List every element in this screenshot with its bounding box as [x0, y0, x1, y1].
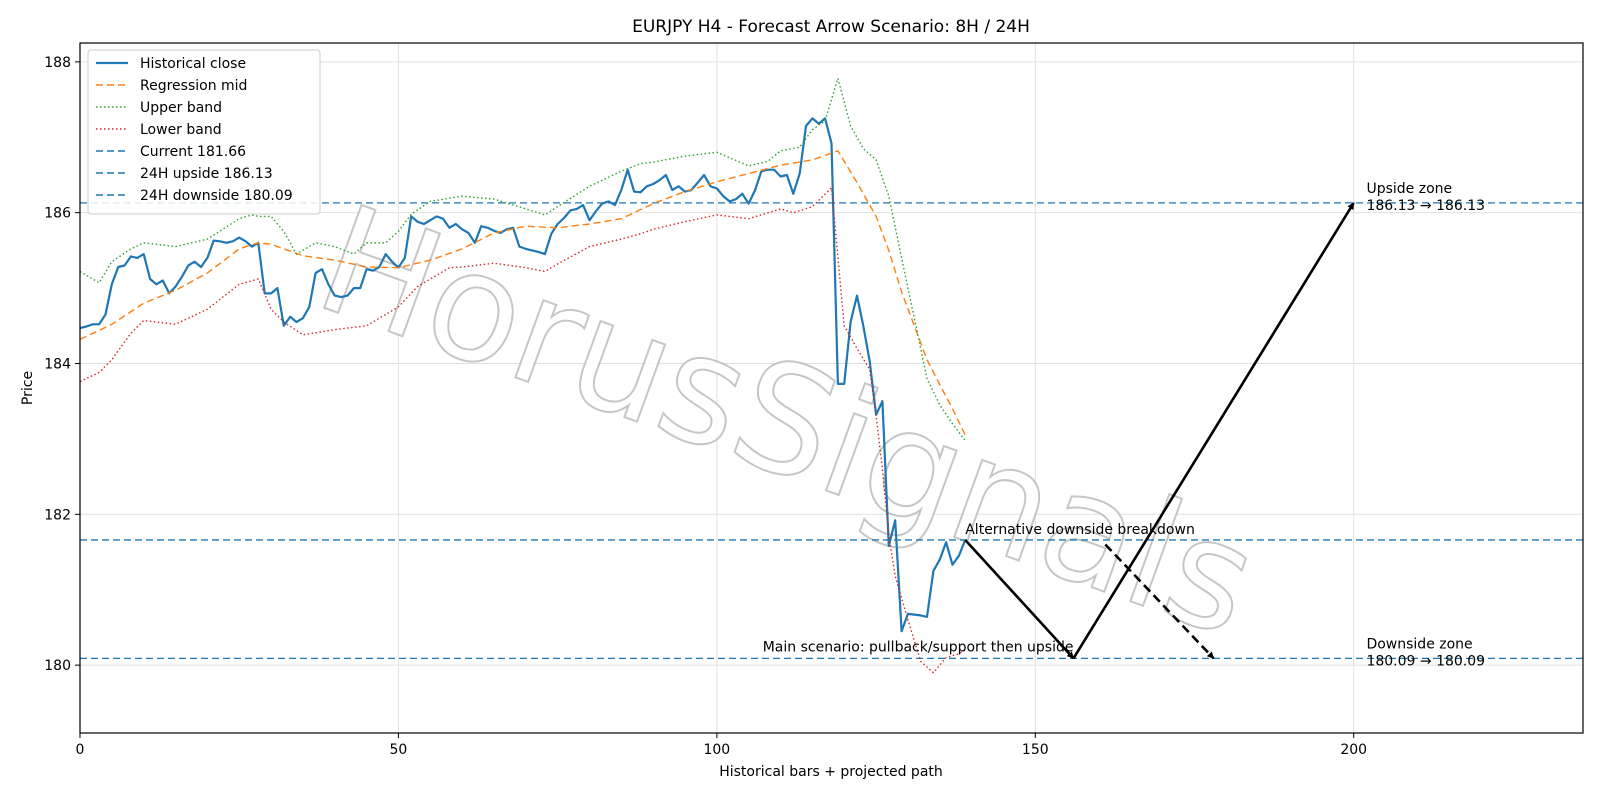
forecast-arrows	[964, 202, 1355, 660]
arrow-alternative-breakdown	[1104, 543, 1215, 660]
plot-frame	[79, 42, 1584, 734]
legend-label: Upper band	[140, 100, 222, 116]
downside-zone-range: 180.09 → 180.09	[1366, 653, 1485, 669]
upside-zone-title: Upside zone	[1366, 181, 1452, 197]
watermark: HorusSignals	[298, 173, 1277, 671]
y-axis-ticks: 180 182 184 186 188	[44, 55, 80, 674]
legend-label: Lower band	[140, 122, 222, 138]
legend-label: 24H upside 186.13	[140, 166, 273, 182]
chart-title: EURJPY H4 - Forecast Arrow Scenario: 8H …	[632, 17, 1030, 37]
x-tick-label: 50	[390, 742, 408, 758]
y-tick-label: 182	[44, 507, 71, 523]
legend-label: 24H downside 180.09	[140, 188, 293, 204]
series-line	[80, 150, 966, 436]
legend-box	[87, 49, 321, 215]
arrow-main-pullback	[964, 539, 1075, 660]
y-tick-label: 188	[44, 55, 71, 71]
x-tick-label: 150	[1022, 742, 1049, 758]
x-axis-label: Historical bars + projected path	[719, 764, 943, 780]
legend-label: Regression mid	[140, 78, 247, 94]
series-lines	[80, 77, 967, 674]
upside-zone-range: 186.13 → 186.13	[1366, 198, 1485, 214]
legend-label: Historical close	[140, 56, 246, 72]
legend: Historical close Regression mid Upper band…	[87, 49, 321, 215]
legend-label: Current 181.66	[140, 144, 246, 160]
x-tick-label: 200	[1340, 742, 1367, 758]
y-axis-label: Price	[20, 371, 36, 405]
y-tick-label: 180	[44, 658, 71, 674]
reference-lines	[80, 202, 1583, 659]
y-tick-label: 184	[44, 356, 71, 372]
grid	[79, 43, 1583, 733]
alternative-scenario-label: Alternative downside breakdown	[965, 522, 1195, 538]
x-axis-ticks: 0 50 100 150 200	[76, 733, 1367, 758]
x-tick-label: 100	[703, 742, 730, 758]
y-tick-label: 186	[44, 206, 71, 222]
series-line	[80, 117, 967, 633]
main-scenario-label: Main scenario: pullback/support then ups…	[763, 639, 1074, 655]
arrow-main-upside	[1072, 202, 1355, 660]
downside-zone-title: Downside zone	[1366, 636, 1472, 652]
x-tick-label: 0	[76, 742, 85, 758]
